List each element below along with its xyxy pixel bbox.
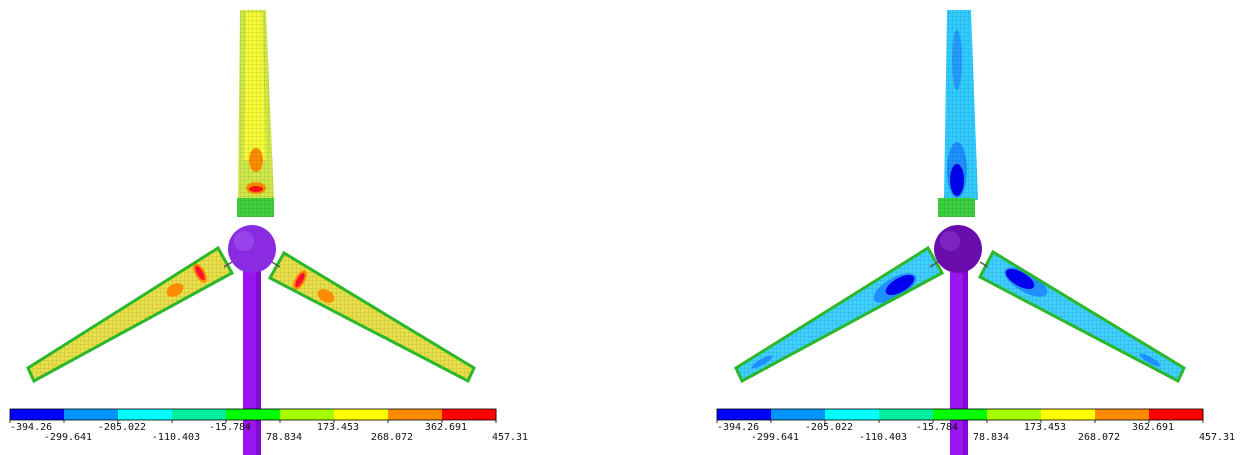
colorbar-tick-label: -394.26 (10, 422, 52, 433)
left-blade (26, 245, 235, 384)
colorbar-frame (716, 408, 1204, 421)
colorbar-tick-label: -205.022 (98, 422, 146, 433)
colorbar-tick-label: -205.022 (805, 422, 853, 433)
top-blade (938, 10, 978, 217)
colorbar-segment (879, 409, 934, 420)
colorbar-tick-label: 362.691 (425, 422, 467, 433)
colorbar-segment (1095, 409, 1150, 420)
colorbar-segment (334, 409, 389, 420)
colorbar-tick-label: -15.784 (916, 422, 958, 433)
left-turbine (26, 10, 476, 455)
colorbar-tick-label: -15.784 (209, 422, 251, 433)
colorbar-tick-label: 78.834 (266, 432, 302, 443)
colorbar-segment (64, 409, 119, 420)
colorbar-frame (9, 408, 497, 421)
colorbar-segment (118, 409, 173, 420)
colorbar-segment (987, 409, 1042, 420)
colorbar-tick-label: 362.691 (1132, 422, 1174, 433)
hub (934, 225, 982, 273)
colorbar-tick-label: -299.641 (44, 432, 92, 443)
right-blade (267, 250, 476, 384)
colorbar-segment (172, 409, 227, 420)
colorbar-tick-label: -110.403 (152, 432, 200, 443)
colorbar-left: -394.26-299.641 -205.022 -110.403 -15.784 78… (9, 408, 528, 443)
hub (228, 225, 276, 273)
colorbar-tick-label: 457.31 (1199, 432, 1235, 443)
colorbar-segment (1041, 409, 1096, 420)
colorbar-tick-label: 457.31 (492, 432, 528, 443)
left-blade (734, 245, 945, 384)
colorbar-segment (10, 409, 65, 420)
colorbar-tick-label: 268.072 (1078, 432, 1120, 443)
colorbar-tick-label: 173.453 (1024, 422, 1066, 433)
tower-shade (256, 262, 261, 455)
colorbar-segment (1149, 409, 1204, 420)
colorbar-segment (825, 409, 880, 420)
colorbar-tick-label: -299.641 (751, 432, 799, 443)
right-blade (977, 249, 1186, 384)
colorbar-segment (933, 409, 988, 420)
colorbar-segment (442, 409, 497, 420)
colorbar-tick-label: 78.834 (973, 432, 1009, 443)
colorbar-segment (226, 409, 281, 420)
colorbar-tick-label: 268.072 (371, 432, 413, 443)
colorbar-tick-label: 173.453 (317, 422, 359, 433)
colorbar-segment (280, 409, 335, 420)
colorbar-segment (388, 409, 443, 420)
top-blade (237, 10, 274, 217)
colorbar-tick-label: -394.26 (717, 422, 759, 433)
colorbar-right: -394.26-299.641 -205.022 -110.403 -15.784 78… (716, 408, 1235, 443)
right-turbine (734, 10, 1186, 455)
colorbar-segment (771, 409, 826, 420)
colorbar-tick-label: -110.403 (859, 432, 907, 443)
tower-shade (963, 262, 968, 455)
colorbar-segment (717, 409, 772, 420)
